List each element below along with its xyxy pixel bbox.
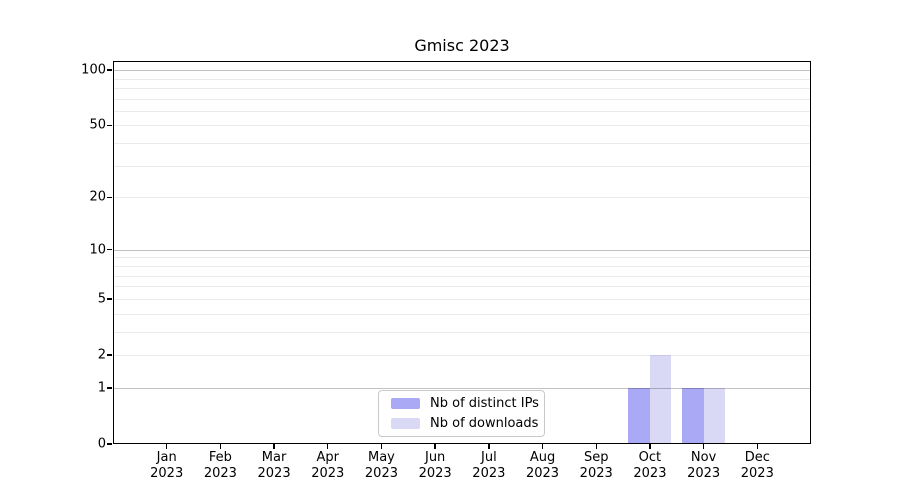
x-tick-mark-aug	[541, 444, 544, 449]
x-tick-label-mar: Mar 2023	[242, 450, 306, 481]
x-tick-month: Mar	[261, 450, 287, 465]
minor-gridline-5	[113, 298, 811, 300]
x-tick-mark-sep	[595, 444, 597, 449]
minor-gridline-2	[113, 354, 811, 356]
x-tick-mark-feb	[219, 444, 222, 449]
x-tick-label-jul: Jul 2023	[457, 450, 521, 481]
x-tick-month: Sep	[583, 450, 609, 465]
bar-downloads-nov	[703, 387, 726, 444]
x-tick-label-oct: Oct 2023	[618, 450, 682, 481]
minor-gridline-40	[113, 143, 811, 145]
legend-swatch-downloads	[391, 418, 420, 429]
bar-distinct-ips-nov	[682, 387, 704, 444]
y-tick-mark-10	[107, 249, 112, 251]
legend-swatch-distinct-ips	[391, 398, 420, 409]
minor-gridline-30	[113, 165, 811, 167]
x-tick-year: 2023	[525, 465, 560, 481]
x-tick-month: Apr	[316, 450, 340, 465]
x-tick-year: 2023	[150, 465, 184, 481]
chart-title: Gmisc 2023	[414, 36, 510, 55]
x-tick-mark-jun	[434, 444, 436, 449]
x-tick-year: 2023	[418, 465, 452, 481]
x-tick-label-jan: Jan 2023	[135, 450, 199, 481]
y-tick-mark-1	[107, 387, 112, 389]
major-gridline-10	[113, 249, 811, 251]
x-tick-label-dec: Dec 2023	[725, 450, 789, 481]
minor-gridline-8	[113, 265, 811, 267]
x-tick-mark-nov	[702, 444, 705, 449]
x-tick-month: May	[368, 450, 395, 465]
x-tick-month: Dec	[744, 450, 770, 465]
x-tick-year: 2023	[687, 465, 721, 481]
x-tick-year: 2023	[740, 465, 774, 481]
minor-gridline-9	[113, 257, 811, 259]
x-tick-label-apr: Apr 2023	[296, 450, 360, 481]
legend-item: Nb of distinct IPs	[387, 395, 539, 411]
x-tick-year: 2023	[203, 465, 237, 481]
minor-gridline-20	[113, 197, 811, 199]
x-tick-mark-dec	[756, 444, 758, 449]
major-gridline-1	[113, 387, 811, 389]
legend: Nb of distinct IPs Nb of downloads	[378, 390, 545, 437]
x-tick-label-sep: Sep 2023	[564, 450, 628, 481]
x-tick-mark-jan	[165, 444, 168, 449]
minor-gridline-4	[113, 313, 811, 315]
y-tick-label-0: 0	[97, 436, 106, 452]
y-tick-label-2: 2	[97, 347, 106, 363]
y-tick-mark-100	[107, 69, 112, 71]
x-tick-mark-may	[380, 444, 383, 449]
minor-gridline-3	[113, 331, 811, 333]
minor-gridline-80	[113, 87, 811, 89]
x-tick-year: 2023	[364, 465, 398, 481]
y-tick-label-1: 1	[97, 380, 106, 396]
x-tick-mark-oct	[649, 444, 651, 449]
x-tick-mark-mar	[273, 444, 275, 449]
x-tick-label-aug: Aug 2023	[511, 450, 575, 481]
bar-downloads-oct	[649, 355, 672, 444]
x-tick-month: Nov	[690, 450, 717, 465]
legend-label: Nb of downloads	[430, 415, 539, 431]
x-tick-year: 2023	[633, 465, 667, 481]
y-tick-label-10: 10	[89, 242, 106, 258]
legend-label: Nb of distinct IPs	[430, 395, 539, 411]
minor-gridline-60	[113, 110, 811, 112]
major-gridline-100	[113, 70, 811, 72]
y-tick-mark-50	[107, 124, 112, 127]
y-tick-label-20: 20	[89, 189, 106, 205]
x-tick-label-may: May 2023	[349, 450, 413, 481]
minor-gridline-6	[113, 286, 811, 288]
x-tick-month: Jun	[424, 450, 446, 465]
y-tick-mark-2	[107, 354, 112, 356]
legend-item: Nb of downloads	[387, 415, 539, 431]
y-tick-mark-20	[107, 196, 112, 199]
minor-gridline-50	[113, 125, 811, 127]
minor-gridline-90	[113, 78, 811, 80]
x-tick-year: 2023	[311, 465, 345, 481]
x-tick-month: Jan	[156, 450, 177, 465]
x-tick-month: Aug	[529, 450, 556, 465]
x-tick-label-nov: Nov 2023	[672, 450, 736, 481]
x-tick-year: 2023	[472, 465, 506, 481]
minor-gridline-70	[113, 98, 811, 100]
y-tick-mark-0	[107, 443, 112, 445]
x-tick-label-feb: Feb 2023	[188, 450, 252, 481]
x-tick-mark-jul	[488, 444, 490, 449]
bar-distinct-ips-oct	[628, 387, 650, 444]
y-tick-label-100: 100	[81, 62, 106, 78]
x-tick-month: Jul	[481, 450, 497, 465]
y-tick-mark-5	[107, 298, 112, 300]
y-tick-label-5: 5	[97, 291, 106, 307]
x-tick-label-jun: Jun 2023	[403, 450, 467, 481]
x-tick-year: 2023	[257, 465, 291, 481]
x-tick-month: Oct	[638, 450, 662, 465]
minor-gridline-7	[113, 275, 811, 277]
x-tick-year: 2023	[579, 465, 613, 481]
plot-area	[113, 61, 811, 444]
y-tick-label-50: 50	[89, 117, 106, 133]
x-tick-month: Feb	[208, 450, 232, 465]
x-tick-mark-apr	[327, 444, 329, 449]
